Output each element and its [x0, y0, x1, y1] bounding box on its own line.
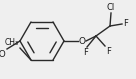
- Text: CH₃: CH₃: [5, 38, 19, 47]
- Text: F: F: [106, 47, 111, 56]
- Text: F: F: [84, 48, 88, 57]
- Text: O: O: [78, 36, 86, 46]
- Text: Cl: Cl: [107, 3, 115, 12]
- Text: F: F: [123, 20, 128, 29]
- Text: HO: HO: [0, 50, 6, 59]
